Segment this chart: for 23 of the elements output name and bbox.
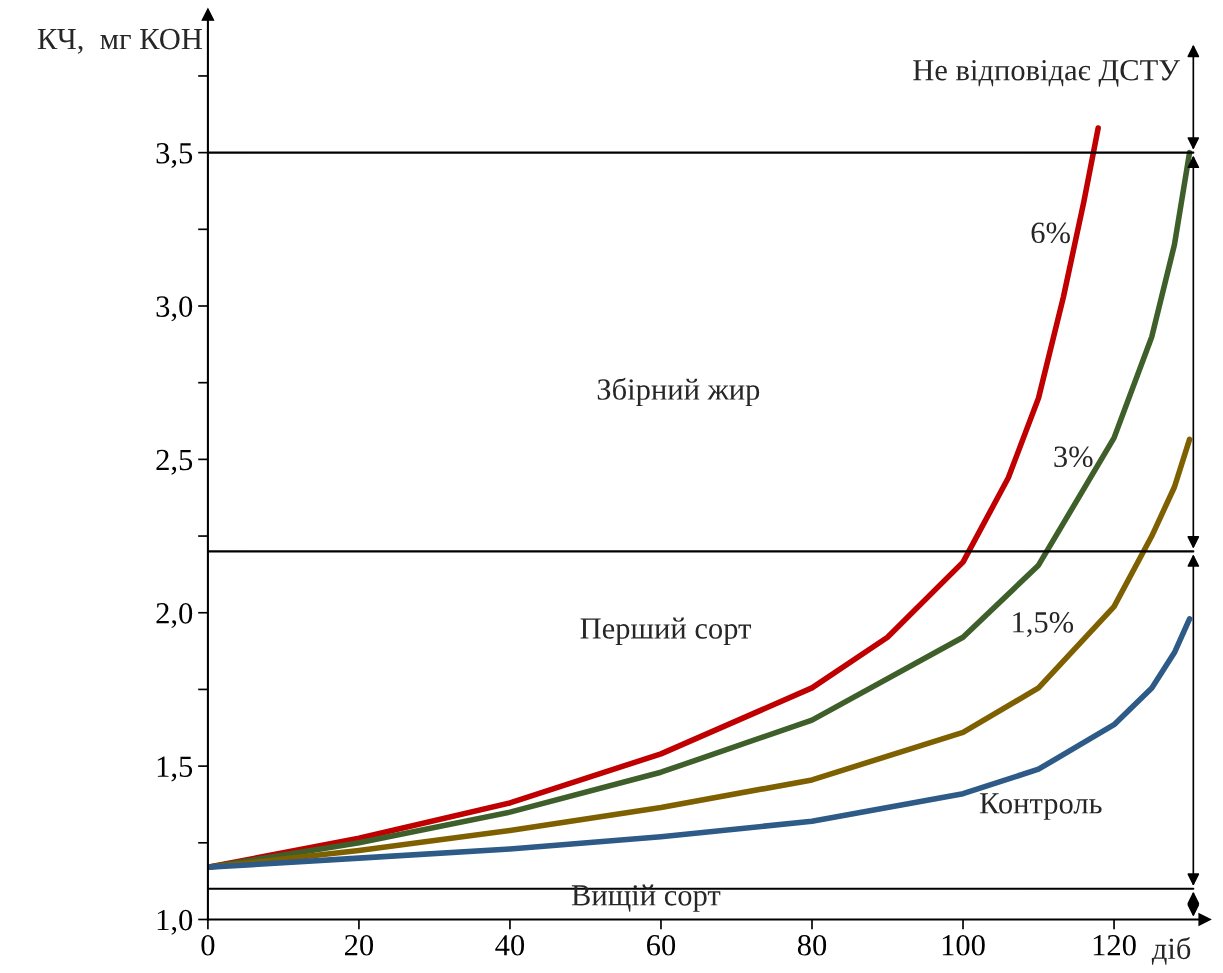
y-tick-label: 3,0 [156, 296, 193, 322]
annotation: Вищій сорт [571, 884, 721, 912]
x-tick-label: 100 [942, 934, 985, 956]
x-tick-label: 20 [345, 934, 374, 956]
series-label: 3% [1054, 446, 1093, 468]
x-tick-label: 120 [1093, 934, 1136, 956]
series-label: 1,5% [1013, 612, 1074, 638]
y-tick-label: 1,5 [157, 756, 193, 782]
annotation: Не відповідає ДСТУ [913, 59, 1180, 87]
annotation: Перший сорт [580, 617, 751, 645]
y-tick-label: 1,0 [157, 909, 193, 935]
x-tick-label: 80 [797, 934, 827, 956]
x-tick-label: 40 [495, 934, 525, 956]
series-label: Контроль [979, 793, 1102, 820]
annotation: Збірний жир [597, 377, 760, 407]
x-tick-label: 0 [201, 934, 215, 956]
y-axis-title: КЧ, мг КОН [37, 28, 203, 54]
y-tick-label: 3,5 [156, 143, 193, 168]
y-tick-label: 2,0 [156, 603, 193, 629]
x-axis-title: діб [1151, 936, 1191, 965]
series-label: 6% [1031, 222, 1070, 244]
x-tick-label: 60 [647, 934, 676, 956]
y-tick-label: 2,5 [156, 449, 193, 475]
